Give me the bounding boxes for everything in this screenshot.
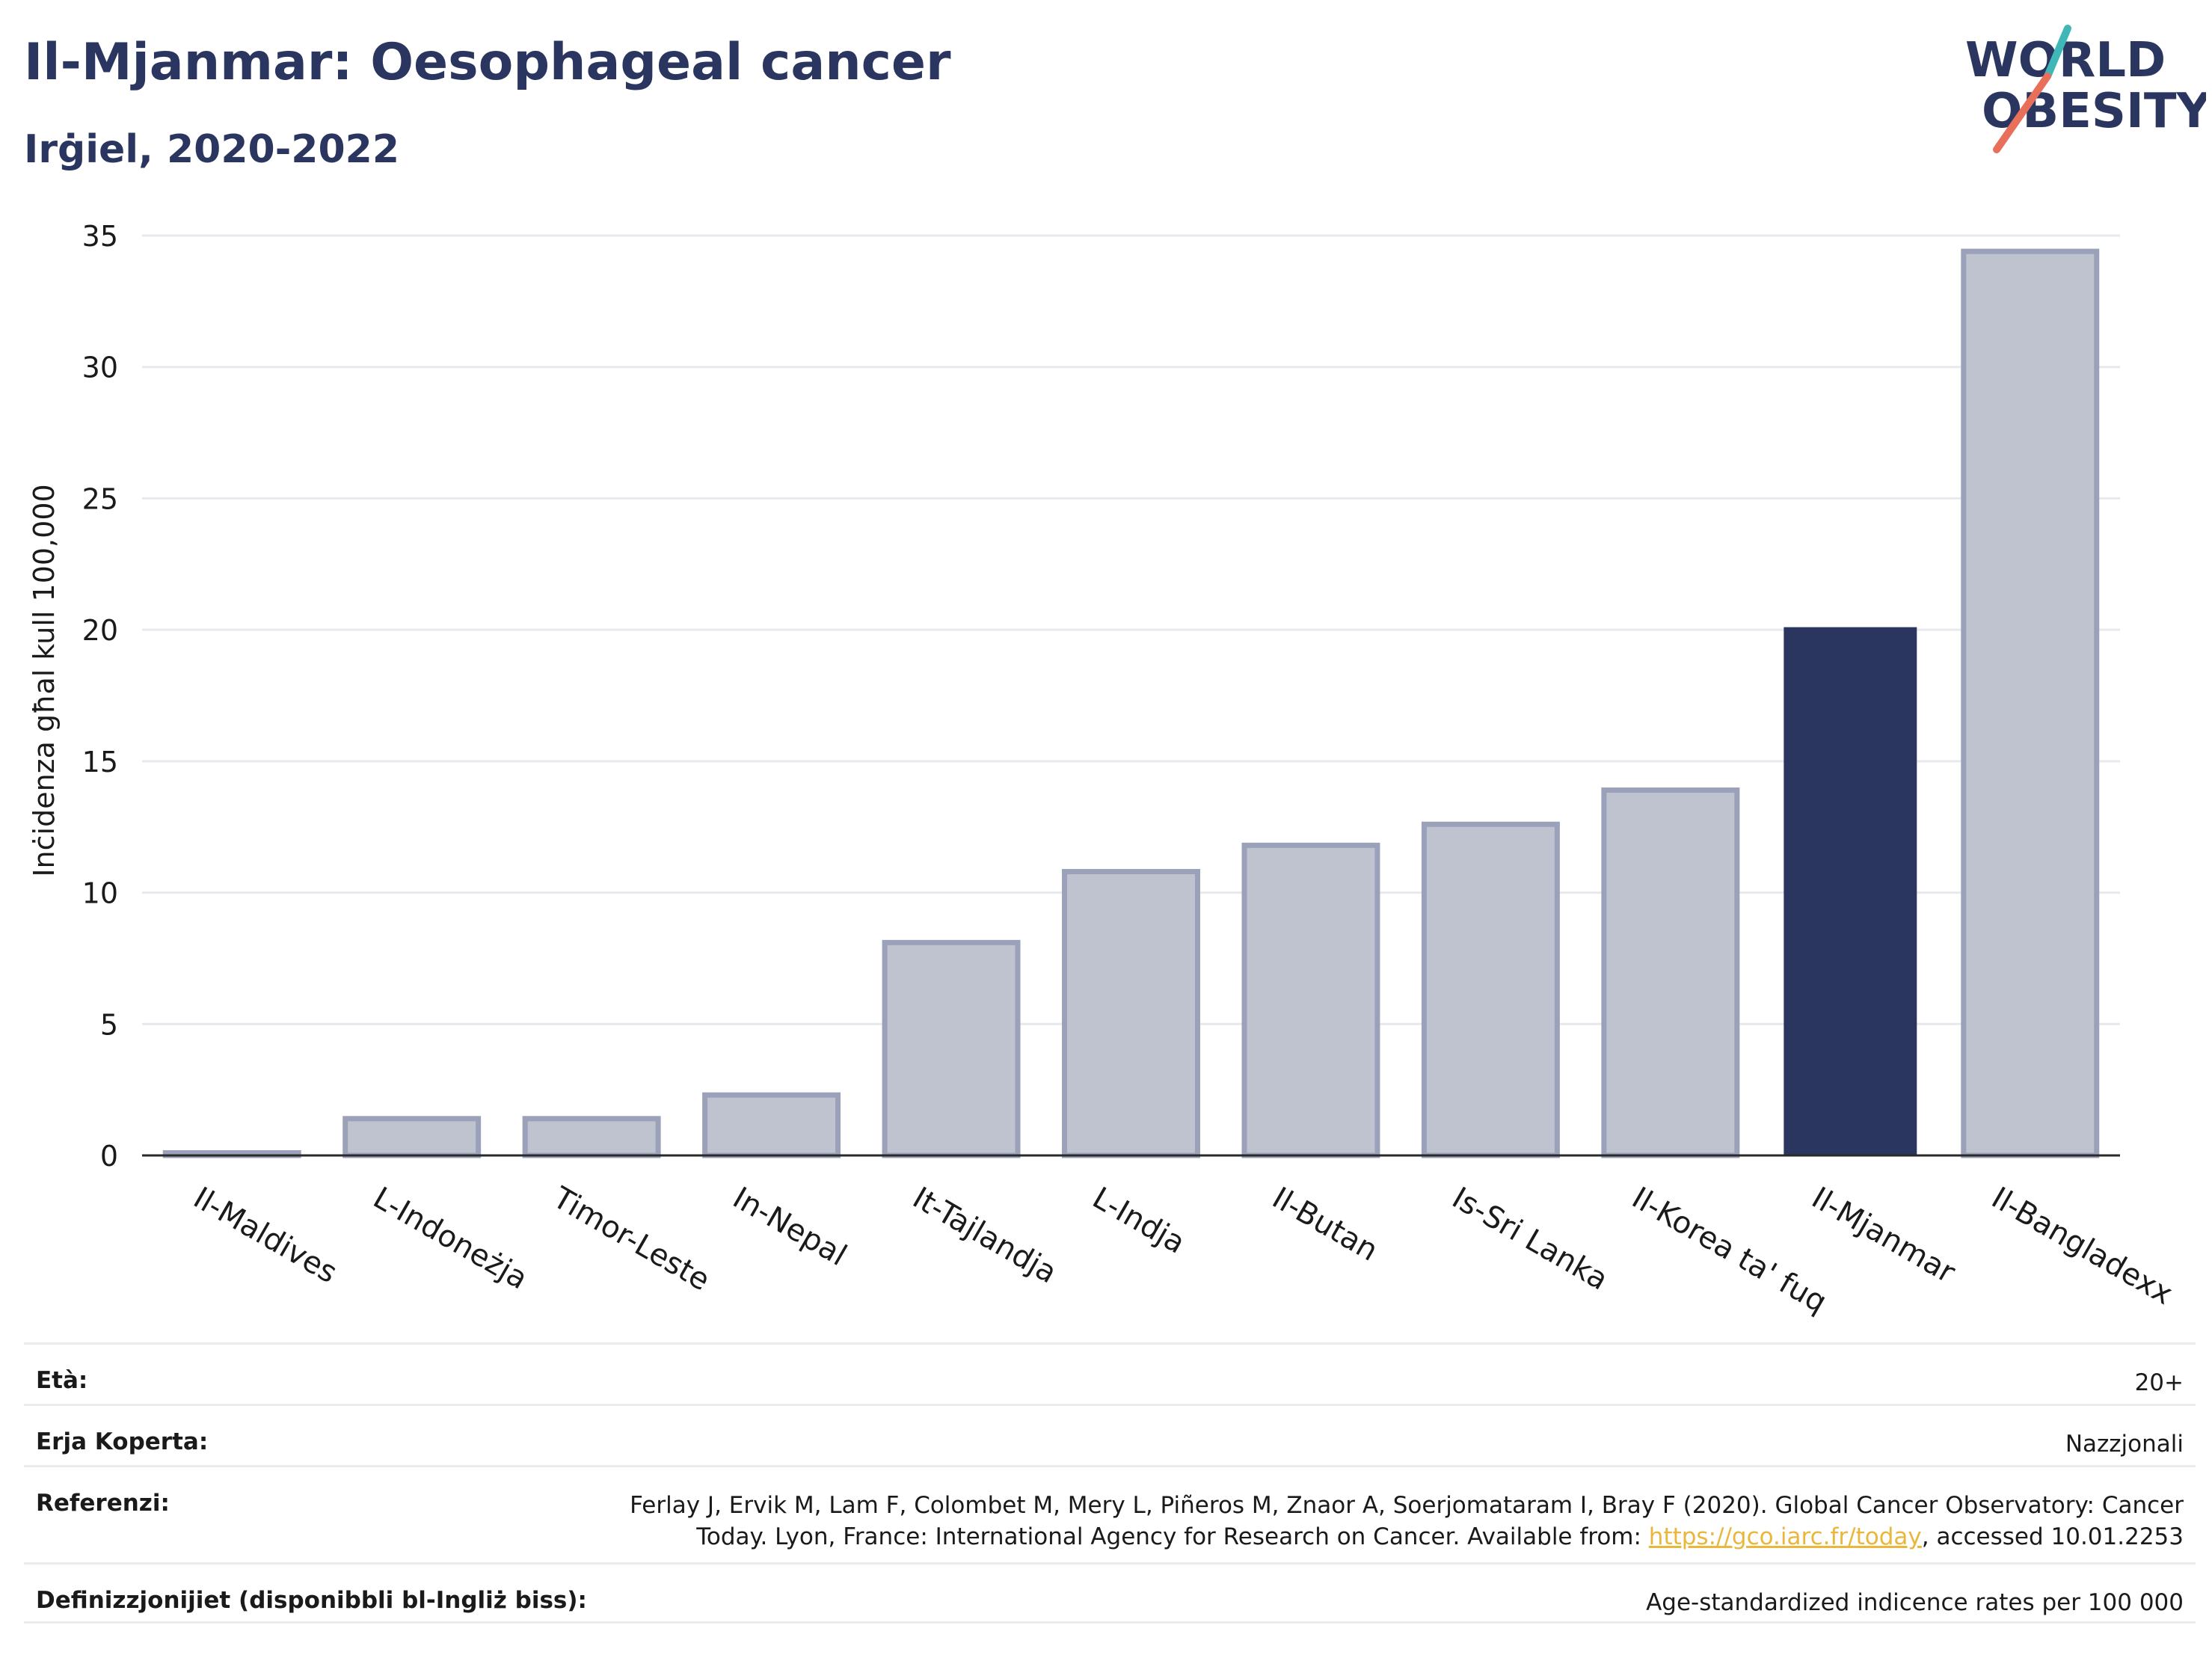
bar-chart: 0 5 10 15 20 25 30 35 Il-Maldives L-Indoneżja Tim… — [28, 220, 2178, 1320]
info-row-age: Età: 20+ — [24, 1342, 2196, 1404]
world-obesity-logo: WORLD OBESITY — [1965, 25, 2206, 153]
x-tick-label: Timor-Leste — [547, 1180, 716, 1298]
y-tick-label: 35 — [82, 220, 118, 253]
x-tick-label: It-Tajlandja — [907, 1181, 1063, 1291]
references-value: Ferlay J, Ervik M, Lam F, Colombet M, Me… — [630, 1490, 2184, 1553]
references-line-2-post: , accessed 10.01.2253 — [1921, 1523, 2184, 1550]
y-tick-label: 25 — [82, 482, 118, 515]
bar — [702, 1092, 841, 1158]
y-tick-label: 5 — [100, 1008, 118, 1041]
x-tick-label: Il-Bangladexx — [1985, 1181, 2178, 1312]
age-label: Età: — [36, 1367, 88, 1394]
info-row-references: Referenzi: Ferlay J, Ervik M, Lam F, Col… — [24, 1465, 2196, 1562]
y-tick-label: 20 — [82, 614, 118, 647]
area-label: Erja Koperta: — [36, 1428, 209, 1455]
x-tick-label: Il-Mjanmar — [1806, 1181, 1961, 1290]
bar — [882, 939, 1021, 1158]
references-label: Referenzi: — [36, 1490, 170, 1517]
info-row-area: Erja Koperta: Nazzjonali — [24, 1404, 2196, 1465]
references-line-1: Ferlay J, Ervik M, Lam F, Colombet M, Me… — [630, 1492, 2184, 1519]
x-tick-label: Il-Maldives — [188, 1181, 343, 1290]
logo-slash-teal — [2044, 25, 2071, 80]
y-tick-label: 10 — [82, 877, 118, 910]
x-tick-label: Il-Korea ta' fuq — [1626, 1181, 1832, 1320]
x-tick-label: L-Indoneżja — [367, 1181, 533, 1297]
bar — [1241, 842, 1380, 1158]
y-tick-label: 15 — [82, 746, 118, 779]
info-table: Età: 20+ Erja Koperta: Nazzjonali Refere… — [24, 1342, 2196, 1624]
bar — [342, 1116, 482, 1158]
bar — [1601, 787, 1740, 1158]
y-axis: 0 5 10 15 20 25 30 35 — [82, 220, 118, 1173]
y-tick-label: 0 — [100, 1140, 118, 1173]
bar — [1421, 821, 1560, 1158]
references-link[interactable]: https://gco.iarc.fr/today — [1648, 1523, 1922, 1550]
area-value: Nazzjonali — [2065, 1431, 2184, 1458]
x-tick-label: Is-Sri Lanka — [1446, 1181, 1614, 1298]
y-tick-label: 30 — [82, 351, 118, 384]
bar-highlighted — [1784, 627, 1917, 1155]
info-row-definitions: Definizzjonijiet (disponibbli bl-Ingliż … — [24, 1562, 2196, 1624]
x-axis: Il-Maldives L-Indoneżja Timor-Leste In-Nepa… — [142, 1154, 2178, 1320]
chart-title: Il-Mjanmar: Oesophageal cancer — [24, 33, 951, 92]
references-line-2-pre: Today. Lyon, France: International Agenc… — [696, 1523, 1649, 1550]
chart-subtitle: Irġiel, 2020-2022 — [24, 127, 400, 172]
x-tick-label: In-Nepal — [727, 1181, 852, 1273]
x-tick-label: Il-Butan — [1267, 1181, 1384, 1268]
y-axis-label: Inċidenza għal kull 100,000 — [28, 484, 61, 876]
logo-slash-red — [1993, 73, 2051, 153]
bar — [522, 1116, 661, 1158]
x-tick-label: L-Indja — [1087, 1181, 1191, 1261]
bars — [162, 248, 2100, 1158]
bar — [1961, 248, 2100, 1158]
definitions-value: Age-standardized indicence rates per 100… — [1646, 1589, 2184, 1616]
definitions-label: Definizzjonijiet (disponibbli bl-Ingliż … — [36, 1587, 587, 1614]
age-value: 20+ — [2134, 1369, 2184, 1396]
bar — [1062, 868, 1200, 1158]
